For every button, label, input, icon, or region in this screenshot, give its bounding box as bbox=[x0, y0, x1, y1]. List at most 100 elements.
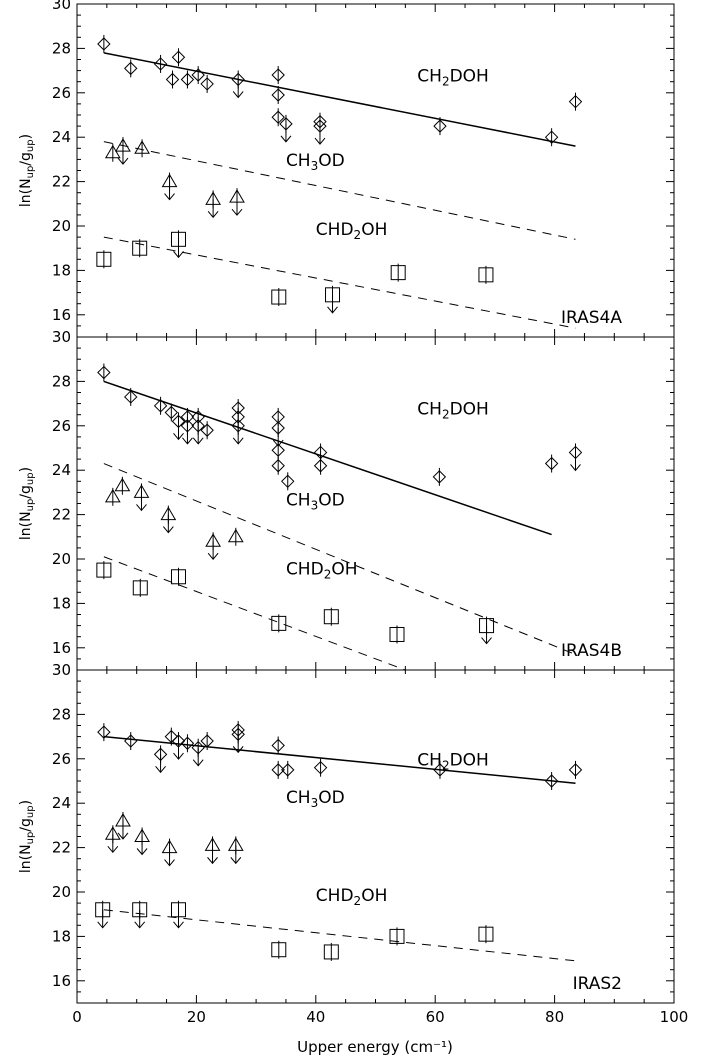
ch2doh-ul-head bbox=[232, 437, 244, 445]
y-label-main: ln(N bbox=[18, 178, 34, 207]
ch2doh-ul-head bbox=[314, 137, 326, 145]
y-tick-label: 30 bbox=[52, 661, 71, 679]
chd2oh-fit-line bbox=[103, 556, 406, 670]
chd2oh-fit-line bbox=[103, 909, 576, 962]
y-label-end: ) bbox=[18, 467, 34, 472]
species-label-sub: 2 bbox=[324, 568, 332, 582]
plot-frame bbox=[76, 669, 675, 1004]
x-tick-label: 40 bbox=[306, 1008, 325, 1026]
species-label-sub: 2 bbox=[442, 408, 450, 422]
x-tick-label: 60 bbox=[426, 1008, 445, 1026]
y-label-mid: /g bbox=[18, 152, 34, 166]
species-label: CH2DOH bbox=[417, 750, 489, 772]
chd2oh-ul-head bbox=[173, 921, 184, 929]
species-label-pre: CHD bbox=[316, 220, 354, 240]
y-label-end: ) bbox=[18, 800, 34, 805]
species-label-sub: 2 bbox=[442, 758, 450, 772]
panel-name: IRAS4B bbox=[561, 641, 622, 661]
y-tick-label: 26 bbox=[52, 750, 71, 768]
ch2doh-ul-head bbox=[232, 91, 244, 99]
panel-content bbox=[96, 34, 583, 329]
ch2doh-ul-head bbox=[155, 766, 166, 774]
y-tick-label: 16 bbox=[52, 306, 71, 324]
ch3od-fit-line bbox=[103, 463, 576, 655]
ch3od-ul-head bbox=[207, 857, 218, 865]
y-tick-label: 20 bbox=[52, 217, 71, 235]
species-label-sub: 3 bbox=[311, 499, 319, 513]
y-label-main: ln(N bbox=[18, 511, 34, 540]
species-label-post: DOH bbox=[450, 67, 489, 87]
species-label-sub: 2 bbox=[354, 894, 362, 908]
ch3od-ul-head bbox=[164, 859, 175, 867]
y-tick-label: 26 bbox=[52, 417, 71, 435]
species-label-pre: CHD bbox=[316, 886, 354, 906]
plot-layer: 1618202224262830ln(Nup/gup)CH2DOHCH3ODCH… bbox=[18, 0, 688, 1026]
panel-content bbox=[95, 720, 583, 962]
species-label-sub: 3 bbox=[311, 159, 319, 173]
species-label-pre: CHD bbox=[286, 560, 324, 580]
y-label-end: ) bbox=[18, 134, 34, 139]
species-label-pre: CH bbox=[286, 788, 311, 808]
y-label-mid: /g bbox=[18, 485, 34, 499]
ch3od-ul-head bbox=[117, 832, 129, 840]
species-label-post: DOH bbox=[450, 750, 489, 770]
ch2doh-ul-head bbox=[182, 437, 193, 445]
x-axis-label: Upper energy (cm⁻¹) bbox=[297, 1038, 453, 1056]
species-label-pre: CH bbox=[286, 491, 311, 511]
species-label-sub: 3 bbox=[311, 796, 319, 810]
ch2doh-ul-head bbox=[232, 746, 244, 754]
panel-iras4b: 1618202224262830ln(Nup/gup)CH2DOHCH3ODCH… bbox=[18, 328, 675, 671]
species-label-post: OH bbox=[361, 220, 387, 240]
ch3od-ul-head bbox=[162, 526, 174, 534]
y-axis-label: ln(Nup/gup) bbox=[18, 467, 36, 540]
species-label-post: OH bbox=[361, 886, 387, 906]
y-tick-label: 16 bbox=[52, 639, 71, 657]
ch3od-ul-head bbox=[164, 193, 175, 201]
y-tick-label: 18 bbox=[52, 261, 71, 279]
species-label-post: OD bbox=[318, 151, 344, 171]
ch3od-ul-head bbox=[207, 552, 219, 561]
y-tick-label: 22 bbox=[52, 173, 71, 191]
species-label: CH2DOH bbox=[417, 400, 489, 422]
y-tick-label: 30 bbox=[52, 0, 71, 13]
x-tick-label: 80 bbox=[545, 1008, 564, 1026]
y-label-sub: up bbox=[25, 805, 36, 818]
species-label: CH3OD bbox=[286, 491, 345, 513]
y-tick-label: 16 bbox=[52, 972, 71, 990]
y-label-main: ln(N bbox=[18, 844, 34, 873]
ch2doh-ul-head bbox=[192, 437, 204, 445]
y-tick-label: 24 bbox=[52, 461, 71, 479]
ch2doh-ul-head bbox=[192, 759, 204, 767]
y-axis-label: ln(Nup/gup) bbox=[18, 800, 36, 873]
ch2doh-ul-head bbox=[173, 752, 184, 760]
panel-name: IRAS2 bbox=[573, 974, 622, 994]
species-label-post: OH bbox=[331, 560, 357, 580]
panel-iras4a: 1618202224262830ln(Nup/gup)CH2DOHCH3ODCH… bbox=[18, 0, 675, 338]
chd2oh-ul-head bbox=[481, 637, 492, 645]
y-tick-label: 18 bbox=[52, 927, 71, 945]
plot-frame bbox=[76, 336, 675, 671]
y-tick-label: 26 bbox=[52, 84, 71, 102]
species-label-post: DOH bbox=[450, 400, 489, 420]
chd2oh-ul-head bbox=[327, 306, 338, 314]
y-tick-label: 20 bbox=[52, 883, 71, 901]
ch2doh-ul-head bbox=[570, 464, 581, 472]
y-label-sub: up bbox=[25, 499, 36, 512]
species-label-sub: 2 bbox=[354, 228, 362, 242]
species-label: CH3OD bbox=[286, 151, 345, 173]
chd2oh-fit-line bbox=[103, 236, 576, 329]
ch3od-ul-head bbox=[136, 504, 147, 512]
species-label-pre: CH bbox=[286, 151, 311, 171]
species-label: CHD2OH bbox=[286, 560, 358, 582]
ch3od-ul-head bbox=[136, 848, 148, 856]
species-label: CH3OD bbox=[286, 788, 345, 810]
panel-name: IRAS4A bbox=[561, 308, 622, 328]
chd2oh-ul-head bbox=[173, 250, 184, 259]
y-label-sub: up bbox=[25, 166, 36, 179]
ch2doh-ul-head bbox=[173, 433, 184, 441]
chd2oh-ul-head bbox=[134, 921, 146, 929]
species-label-pre: CH bbox=[417, 67, 442, 87]
y-tick-label: 28 bbox=[52, 39, 71, 57]
y-tick-label: 30 bbox=[52, 328, 71, 346]
ch3od-ul-head bbox=[207, 211, 219, 219]
